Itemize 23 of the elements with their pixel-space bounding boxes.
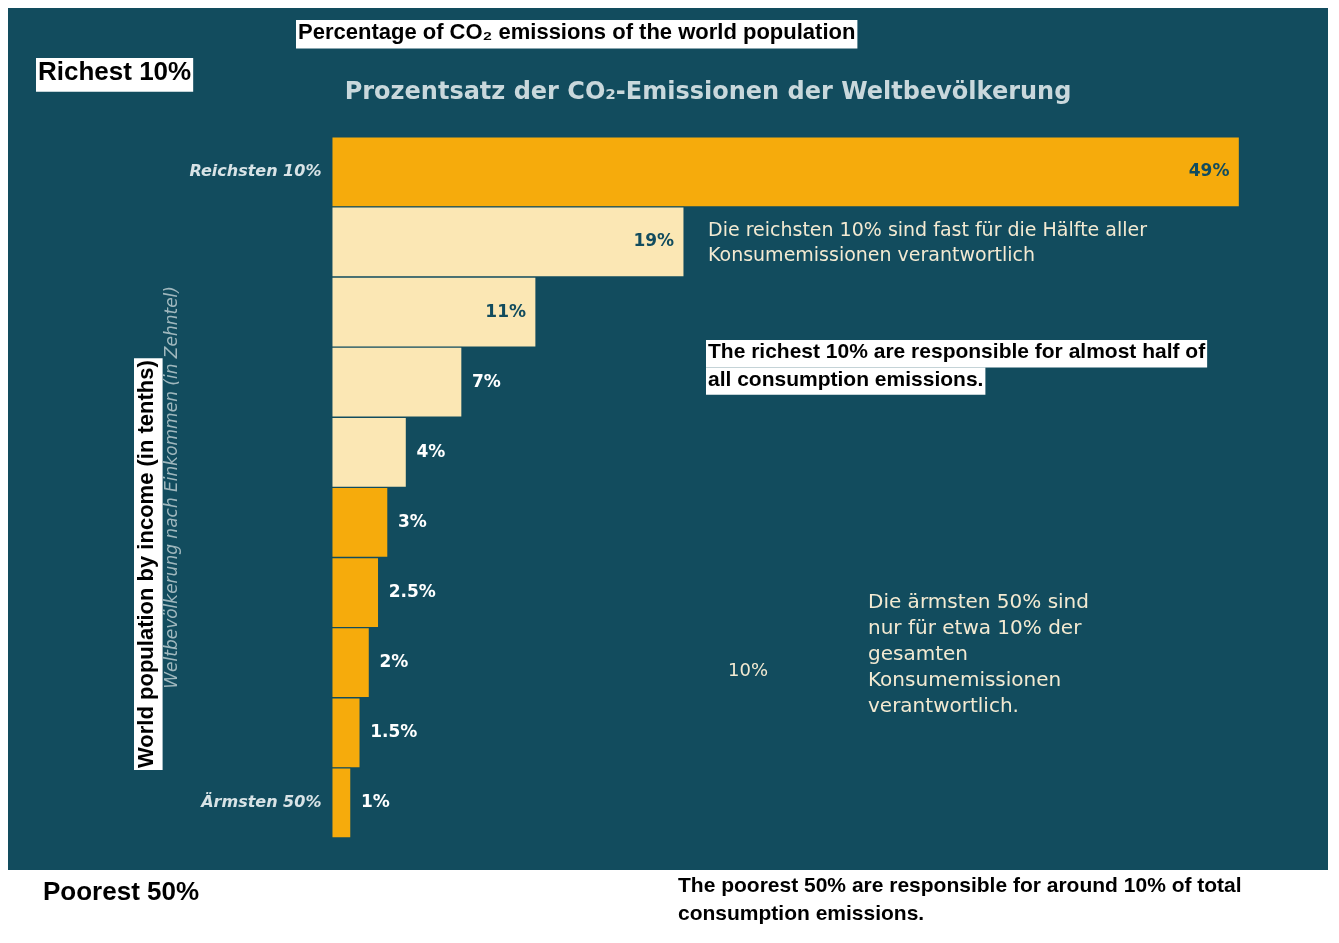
data-label: 3% [397,510,427,531]
data-label: 1% [360,791,390,812]
data-label: 4% [416,440,446,461]
text: Richest 10% [38,56,192,87]
text: World population by income (in tenths) [133,360,159,768]
text: Poorest 50% [43,876,200,907]
y-tick-label: Ärmsten 50% [199,792,322,812]
annotation: Die reichsten 10% sind fast für die Hälfte aller Konsumemissionen verantwortlich [708,218,1148,266]
annotation: Die ärmsten 50% sind nur für etwa 10% der gesamten Konsumemissionen verantwortlich. [868,588,1089,717]
y-axis-title: Weltbevölkerung nach Einkommen (in Zehntel) [160,286,181,689]
annotation: The richest 10% are responsible for almost half of all consumption emissions. [708,339,1207,390]
chart-title: Prozentsatz der CO₂-Emissionen der Weltbevölkerung [344,76,1072,105]
data-label: 2.5% [388,581,436,601]
y-tick-label: Reichsten 10% [189,161,322,181]
text: The poorest 50% are responsible for around 10% of total consumption emissions. [678,873,1242,924]
data-label: 7% [472,370,501,391]
data-label: 49% [1188,160,1230,181]
data-label: 1.5% [370,721,418,742]
text: Percentage of CO₂ emissions of the world population [298,19,856,45]
data-label: 11% [485,300,527,321]
annotation: 10% [728,659,769,681]
data-label: 19% [633,230,675,251]
data-label: 2% [379,651,409,672]
